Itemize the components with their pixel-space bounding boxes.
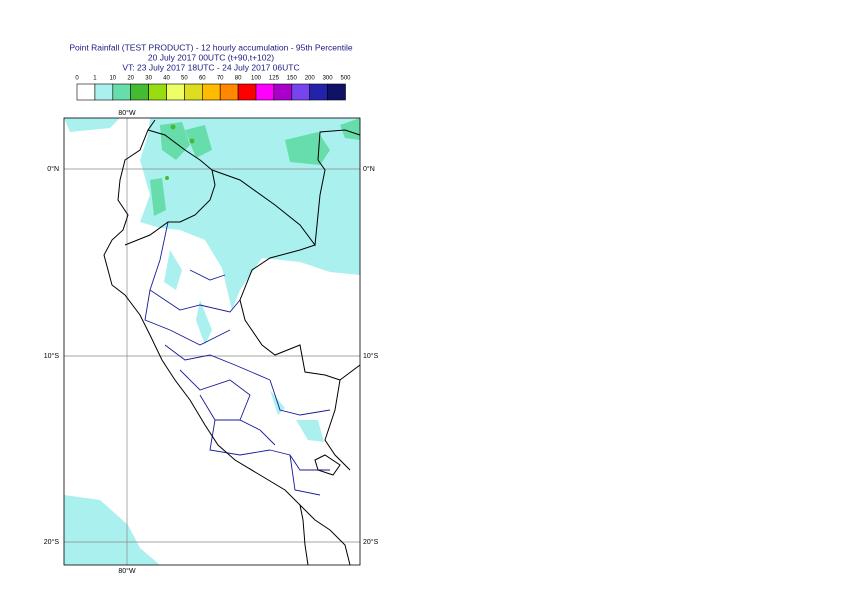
lat-label: 10°S — [363, 352, 379, 360]
legend-swatch — [309, 83, 328, 101]
legend-label: 0 — [75, 76, 79, 82]
title-line: Point Rainfall (TEST PRODUCT) - 12 hourl… — [69, 42, 353, 52]
rain-area-peak — [165, 124, 195, 180]
legend-label: 125 — [269, 76, 280, 82]
lat-label: 0°N — [363, 165, 375, 173]
map — [63, 117, 361, 566]
legend-label: 80 — [235, 76, 242, 82]
legend-label: 200 — [305, 76, 316, 82]
legend-label: 500 — [340, 76, 351, 82]
legend-label: 40 — [163, 76, 170, 82]
lat-label: 0°N — [47, 165, 59, 173]
region-borders — [144, 221, 331, 496]
legend-label: 150 — [287, 76, 298, 82]
lat-label: 20°S — [363, 538, 379, 546]
legend-swatch — [166, 83, 185, 101]
title-line: VT: 23 July 2017 18UTC - 24 July 2017 06… — [122, 62, 299, 72]
lat-label: 20°S — [44, 538, 60, 546]
legend-swatch — [130, 83, 149, 101]
legend-swatch — [219, 83, 239, 101]
legend-swatch — [327, 83, 346, 101]
legend-label: 10 — [109, 76, 116, 82]
rain-area-heavy — [150, 118, 360, 216]
legend-swatch — [202, 83, 221, 101]
legend-label: 60 — [199, 76, 206, 82]
legend-label: 100 — [251, 76, 262, 82]
lon-label: 80°W — [118, 567, 136, 575]
legend-swatch — [148, 83, 167, 101]
legend-label: 50 — [181, 76, 188, 82]
legend-swatch — [76, 83, 96, 101]
legend-swatch — [112, 83, 132, 101]
legend-swatch — [94, 83, 114, 101]
country-borders — [103, 119, 361, 566]
legend-swatch — [273, 83, 293, 101]
legend-swatch — [237, 83, 257, 101]
lat-label: 10°S — [44, 352, 60, 360]
legend-swatch — [255, 83, 275, 101]
legend-label: 1 — [93, 76, 97, 82]
title-line: 20 July 2017 00UTC (t+90,t+102) — [148, 52, 274, 62]
legend-swatch — [184, 83, 203, 101]
legend-label: 20 — [127, 76, 134, 82]
legend-label: 30 — [145, 76, 152, 82]
lon-label: 80°W — [118, 109, 136, 117]
legend-swatch — [291, 83, 310, 101]
legend-label: 70 — [217, 76, 224, 82]
legend-label: 300 — [323, 76, 334, 82]
